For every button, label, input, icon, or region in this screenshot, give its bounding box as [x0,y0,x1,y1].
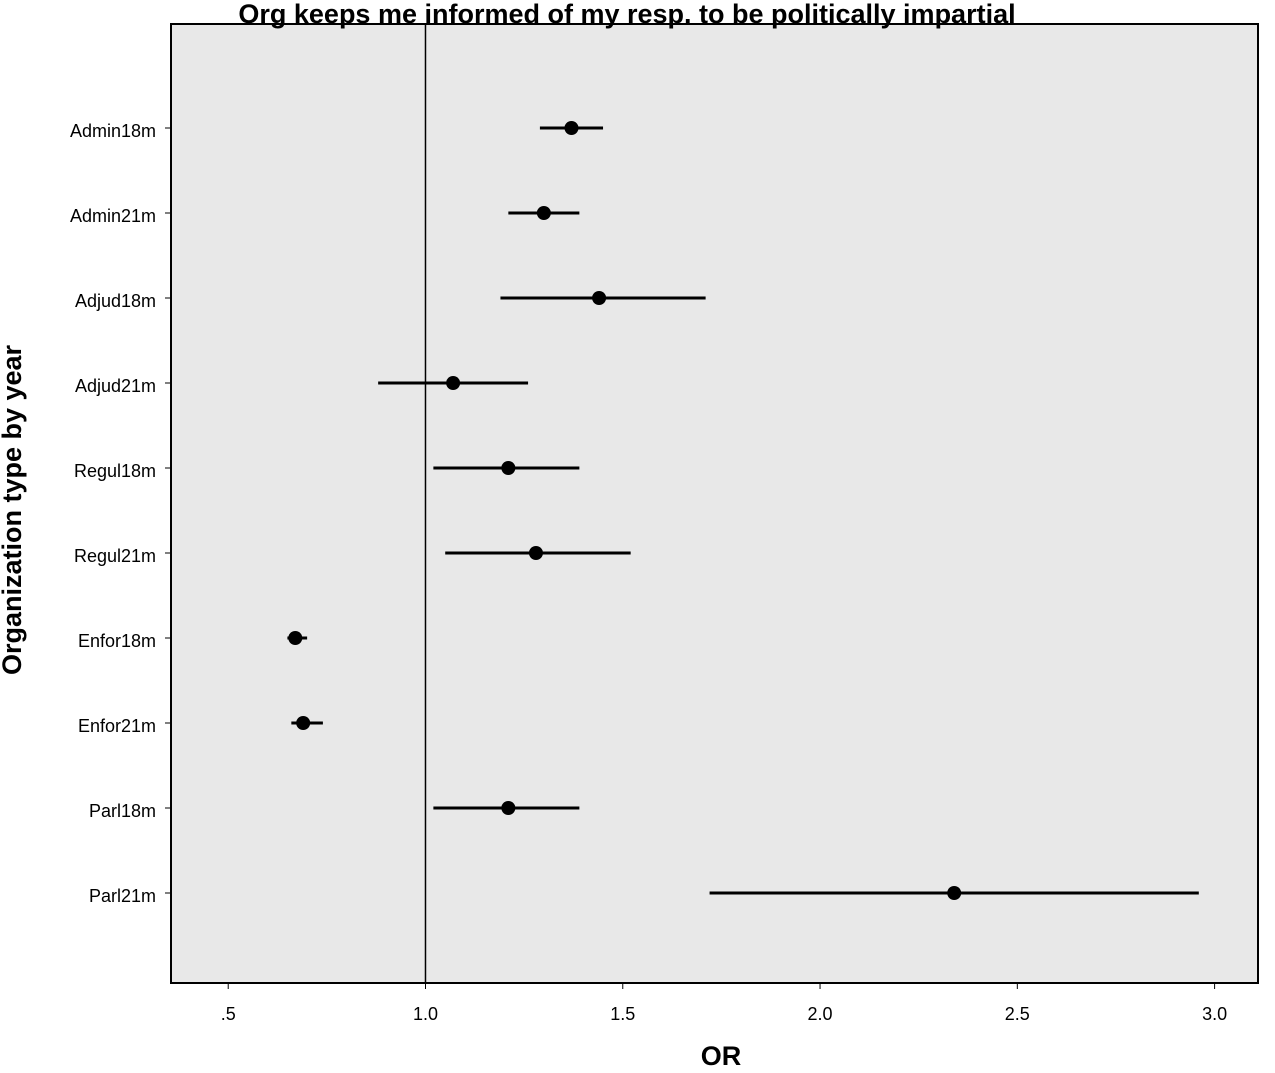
point-estimate [296,716,311,730]
point-estimate [528,546,543,560]
x-tick-label: 3.0 [1202,1004,1227,1024]
y-tick-label: Parl18m [89,801,156,821]
y-tick-label: Regul21m [74,546,156,566]
point-estimate [446,376,461,390]
x-tick-label: 1.0 [413,1004,438,1024]
x-tick-label: .5 [221,1004,236,1024]
x-tick-label: 2.0 [808,1004,833,1024]
point-estimate [288,631,303,645]
x-axis-label: OR [701,1041,742,1071]
y-tick-label: Enfor21m [78,716,156,736]
y-tick-label: Parl21m [89,886,156,906]
plot-area [170,23,1259,984]
point-estimate [947,886,962,900]
point-estimate [592,291,607,305]
y-tick-label: Adjud21m [75,376,156,396]
point-estimate [501,801,516,815]
y-axis-label: Organization type by year [0,344,27,675]
y-tick-label: Admin21m [70,206,156,226]
y-tick-label: Regul18m [74,461,156,481]
x-tick-label: 2.5 [1005,1004,1030,1024]
point-estimate [501,461,516,475]
y-tick-label: Enfor18m [78,631,156,651]
point-estimate [564,121,579,135]
chart-title: Org keeps me informed of my resp. to be … [238,0,1015,29]
y-tick-label: Adjud18m [75,291,156,311]
point-estimate [536,206,551,220]
x-tick-label: 1.5 [610,1004,635,1024]
y-tick-label: Admin18m [70,121,156,141]
